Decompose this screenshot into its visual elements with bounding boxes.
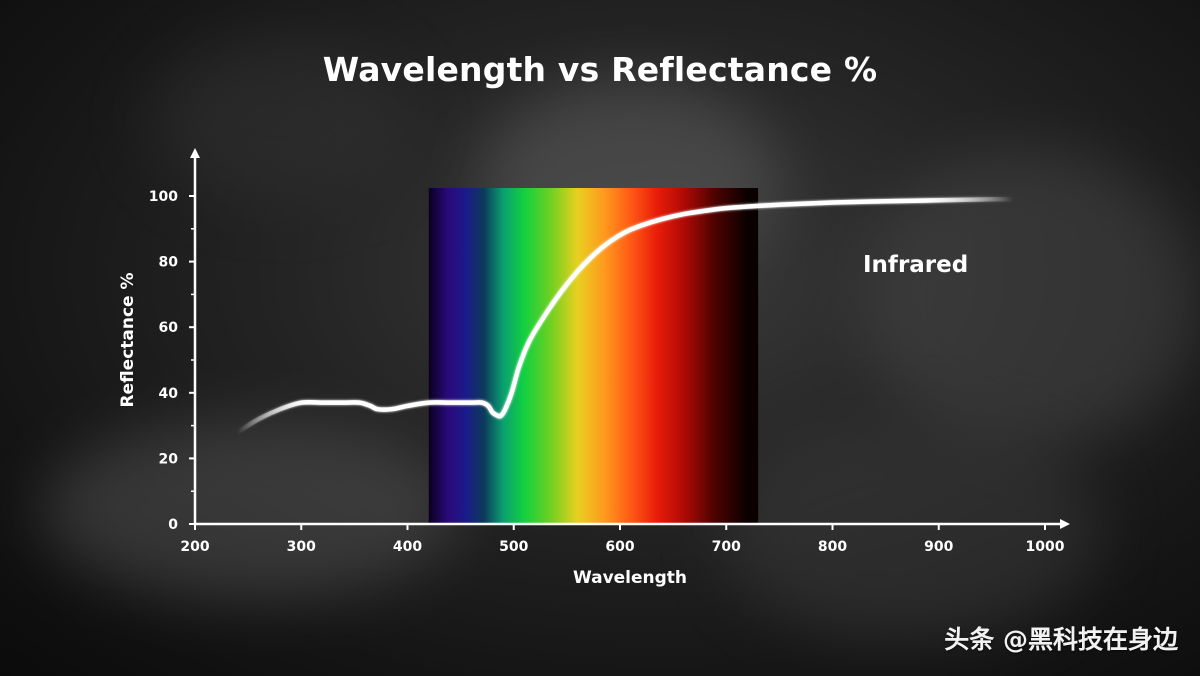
y-axis-label: Reflectance % (118, 272, 138, 408)
x-tick-label: 200 (180, 539, 209, 555)
x-tick-label: 400 (393, 539, 422, 555)
x-tick-label: 600 (605, 539, 634, 555)
x-tick-label: 500 (499, 539, 528, 555)
y-tick-label: 40 (159, 386, 179, 402)
x-tick-label: 700 (712, 539, 741, 555)
reflectance-curve (235, 196, 1016, 435)
watermark: 头条 @黑科技在身边 (944, 625, 1178, 654)
y-tick-label: 0 (168, 517, 178, 533)
x-axis-label: Wavelength (572, 568, 688, 588)
x-tick-label: 1000 (1026, 539, 1065, 555)
visible-spectrum-band (428, 188, 759, 524)
x-axis-arrow (1060, 519, 1070, 529)
x-tick-label: 900 (924, 539, 953, 555)
y-tick-label: 60 (159, 320, 179, 336)
x-tick-label: 300 (287, 539, 316, 555)
chart-title: Wavelength vs Reflectance % (322, 50, 878, 89)
y-tick-label: 100 (149, 189, 178, 205)
infrared-annotation: Infrared (863, 252, 969, 278)
y-axis-arrow (190, 148, 200, 158)
x-tick-label: 800 (818, 539, 847, 555)
y-tick-label: 20 (159, 451, 179, 467)
y-tick-label: 80 (159, 255, 179, 271)
